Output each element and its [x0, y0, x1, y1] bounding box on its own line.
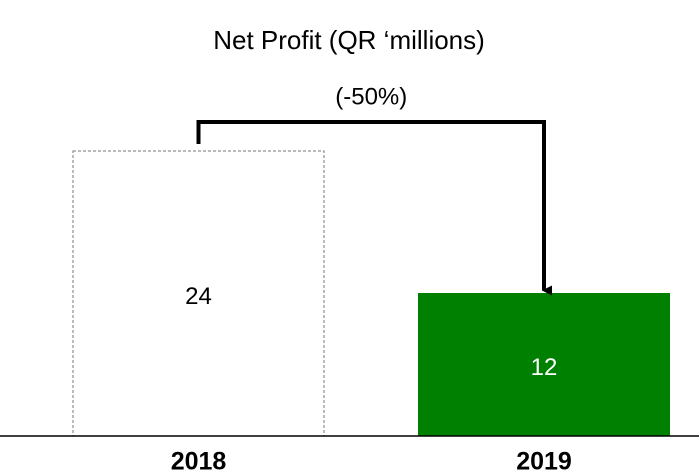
x-tick-label: 2019	[516, 448, 572, 476]
value-label: 24	[185, 283, 212, 310]
bar	[72, 150, 325, 437]
chart-title: Net Profit (QR ‘millions)	[213, 25, 485, 55]
x-tick-label: 2018	[171, 448, 227, 476]
annotation: (-50%)	[335, 83, 407, 110]
value-label: 12	[531, 354, 558, 381]
bar	[418, 293, 670, 437]
change-arrow	[196, 120, 552, 296]
